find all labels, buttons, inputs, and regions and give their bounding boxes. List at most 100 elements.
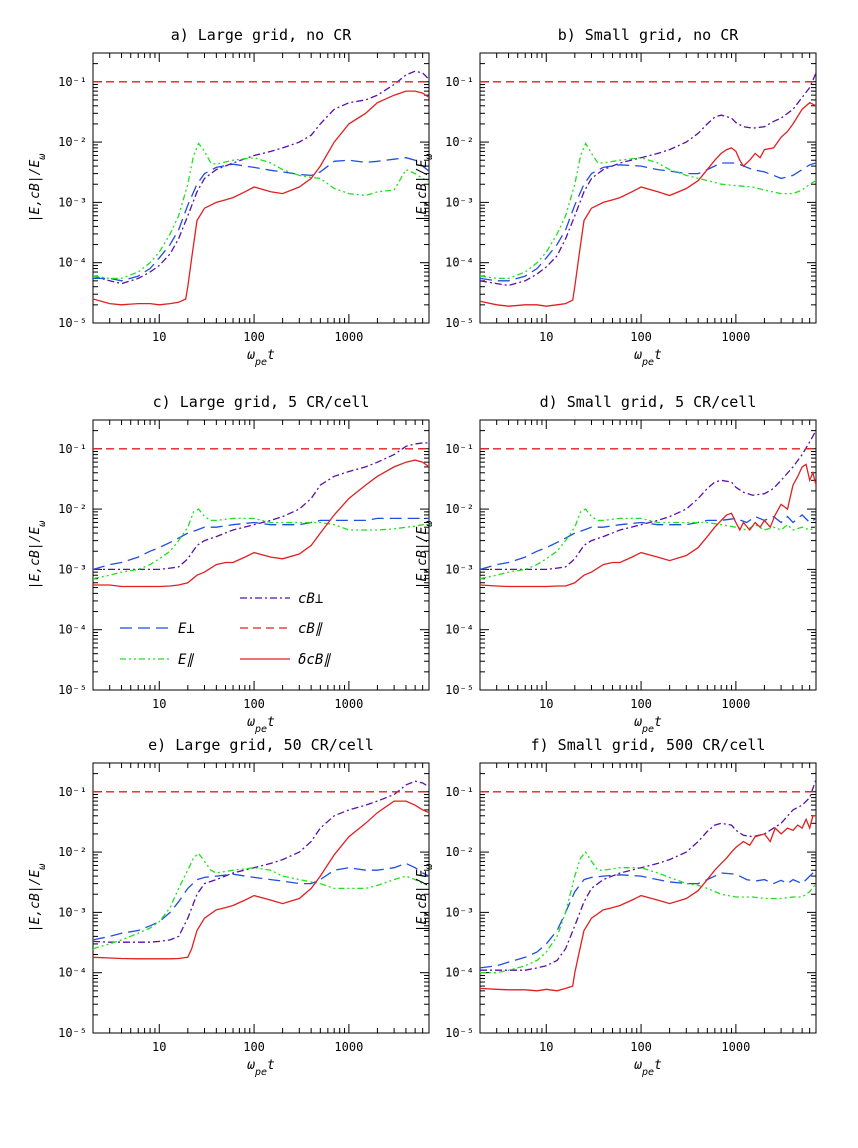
y-tick-label: 10⁻¹ bbox=[58, 442, 87, 456]
x-tick-label: 10 bbox=[539, 1040, 553, 1054]
x-tick-label: 10 bbox=[152, 330, 166, 344]
y-tick-label: 10⁻⁵ bbox=[445, 1026, 474, 1040]
x-axis-label: ωpet bbox=[247, 1058, 275, 1078]
x-axis-label: ωpet bbox=[247, 348, 275, 368]
series-line-cBperp bbox=[93, 780, 429, 943]
y-tick-label: 10⁻¹ bbox=[445, 785, 474, 799]
x-axis-label: ωpet bbox=[634, 348, 662, 368]
y-tick-label: 10⁻¹ bbox=[445, 442, 474, 456]
series-line-dcBpar bbox=[93, 459, 429, 588]
y-axis-label: |E,cB|/Eω bbox=[415, 154, 435, 223]
legend-label-cBpar: cB∥ bbox=[298, 621, 323, 637]
plot-frame bbox=[479, 52, 817, 324]
y-axis-label: |E,cB|/Eω bbox=[415, 521, 435, 590]
series-line-Eperp bbox=[93, 157, 429, 282]
x-tick-label: 1000 bbox=[334, 330, 363, 344]
series-line-dcBpar bbox=[93, 90, 429, 306]
x-tick-label: 100 bbox=[243, 330, 265, 344]
series-line-dcBpar bbox=[93, 800, 429, 960]
chart-panel-3: c) Large grid, 5 CR/cell 10 100 1000 10⁻⁵ 10⁻… bbox=[28, 393, 430, 735]
y-tick-label: 10⁻¹ bbox=[445, 75, 474, 89]
series-line-cBperp bbox=[93, 442, 429, 571]
y-axis-label: |E,cB|/Eω bbox=[415, 864, 435, 933]
plot-frame bbox=[92, 52, 430, 324]
series-line-Epar bbox=[480, 508, 816, 580]
y-tick-label: 10⁻⁵ bbox=[58, 316, 87, 330]
legend-label-Eperp: E⊥ bbox=[178, 621, 195, 637]
x-tick-label: 100 bbox=[630, 1040, 652, 1054]
x-axis-label: ωpet bbox=[634, 1058, 662, 1078]
series-group bbox=[93, 70, 429, 306]
series-line-cBperp bbox=[480, 779, 816, 971]
y-tick-label: 10⁻³ bbox=[58, 562, 87, 576]
x-axis-label: ωpet bbox=[634, 715, 662, 735]
plot-frame bbox=[92, 762, 430, 1034]
y-tick-label: 10⁻³ bbox=[445, 562, 474, 576]
series-group bbox=[480, 72, 816, 307]
series-line-Epar bbox=[93, 142, 429, 280]
y-axis-label: |E,cB|/Eω bbox=[28, 864, 48, 933]
legend: cB⊥ E⊥ cB∥ E∥ δcB∥ bbox=[120, 591, 331, 668]
x-tick-label: 10 bbox=[539, 697, 553, 711]
series-line-Eperp bbox=[480, 869, 816, 969]
x-tick-label: 100 bbox=[243, 697, 265, 711]
y-tick-label: 10⁻⁵ bbox=[445, 316, 474, 330]
y-tick-label: 10⁻² bbox=[445, 845, 474, 859]
y-tick-label: 10⁻³ bbox=[445, 905, 474, 919]
series-line-dcBpar bbox=[480, 463, 816, 588]
y-tick-label: 10⁻³ bbox=[445, 195, 474, 209]
plot-frame bbox=[92, 419, 430, 691]
y-axis-label: |E,cB|/Eω bbox=[28, 521, 48, 590]
y-tick-label: 10⁻³ bbox=[58, 195, 87, 209]
chart-panel-2: b) Small grid, no CR 10 100 1000 10⁻⁵ 10⁻⁴ 10⁻… bbox=[415, 26, 817, 368]
chart-title: f) Small grid, 500 CR/cell bbox=[531, 736, 766, 754]
chart-panel-5: e) Large grid, 50 CR/cell 10 100 1000 10⁻⁵ 10… bbox=[28, 736, 430, 1078]
series-group bbox=[480, 779, 816, 992]
x-tick-label: 10 bbox=[539, 330, 553, 344]
series-line-cBperp bbox=[93, 70, 429, 285]
chart-panel-1: a) Large grid, no CR 10 100 1000 10⁻⁵ 10⁻⁴ 10⁻… bbox=[28, 26, 430, 368]
y-tick-label: 10⁻⁴ bbox=[58, 966, 87, 980]
x-tick-label: 100 bbox=[243, 1040, 265, 1054]
y-tick-label: 10⁻⁴ bbox=[445, 966, 474, 980]
y-axis-label: |E,cB|/Eω bbox=[28, 154, 48, 223]
y-tick-label: 10⁻¹ bbox=[58, 785, 87, 799]
y-tick-label: 10⁻² bbox=[58, 502, 87, 516]
series-group bbox=[93, 780, 429, 960]
chart-title: e) Large grid, 50 CR/cell bbox=[148, 736, 374, 754]
y-tick-label: 10⁻² bbox=[58, 845, 87, 859]
series-line-Eperp bbox=[93, 517, 429, 571]
chart-panel-4: d) Small grid, 5 CR/cell 10 100 1000 10⁻⁵ 10⁻… bbox=[415, 393, 817, 735]
y-tick-label: 10⁻⁵ bbox=[58, 1026, 87, 1040]
x-axis-label: ωpet bbox=[247, 715, 275, 735]
y-tick-label: 10⁻⁵ bbox=[58, 683, 87, 697]
y-tick-label: 10⁻⁴ bbox=[58, 256, 87, 270]
series-line-Eperp bbox=[480, 162, 816, 282]
y-tick-label: 10⁻⁴ bbox=[445, 256, 474, 270]
series-group bbox=[480, 430, 816, 588]
y-tick-label: 10⁻⁴ bbox=[58, 623, 87, 637]
y-tick-label: 10⁻³ bbox=[58, 905, 87, 919]
series-line-cBperp bbox=[480, 430, 816, 571]
series-line-dcBpar bbox=[480, 815, 816, 992]
x-tick-label: 1000 bbox=[721, 697, 750, 711]
plot-frame bbox=[479, 762, 817, 1034]
chart-title: d) Small grid, 5 CR/cell bbox=[540, 393, 757, 411]
series-line-Eperp bbox=[93, 862, 429, 941]
y-tick-label: 10⁻⁵ bbox=[445, 683, 474, 697]
series-group bbox=[93, 442, 429, 588]
y-tick-label: 10⁻² bbox=[445, 135, 474, 149]
x-tick-label: 100 bbox=[630, 697, 652, 711]
legend-label-cBperp: cB⊥ bbox=[298, 591, 323, 607]
legend-label-dcBpar: δcB∥ bbox=[298, 652, 331, 668]
series-line-Epar bbox=[93, 852, 429, 950]
x-tick-label: 1000 bbox=[334, 697, 363, 711]
y-tick-label: 10⁻² bbox=[58, 135, 87, 149]
y-tick-label: 10⁻⁴ bbox=[445, 623, 474, 637]
plot-frame bbox=[479, 419, 817, 691]
series-line-dcBpar bbox=[480, 101, 816, 307]
chart-title: b) Small grid, no CR bbox=[558, 26, 740, 44]
x-tick-label: 10 bbox=[152, 697, 166, 711]
x-tick-label: 1000 bbox=[334, 1040, 363, 1054]
